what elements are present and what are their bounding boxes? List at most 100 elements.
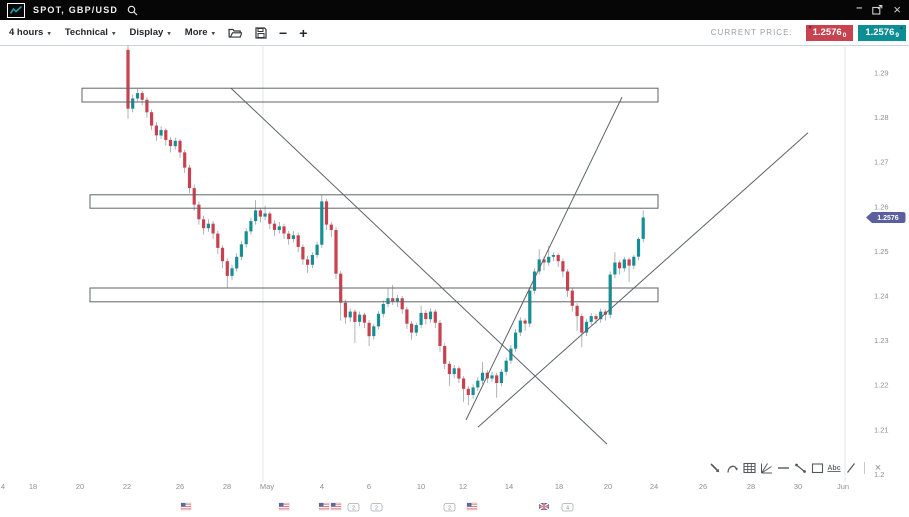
- draw-curve-button[interactable]: [725, 460, 739, 476]
- uk-flag-icon[interactable]: [538, 502, 550, 511]
- draw-rectangle-button[interactable]: [810, 460, 824, 476]
- trendline[interactable]: [230, 87, 608, 445]
- display-dropdown[interactable]: Display ▾: [129, 27, 170, 38]
- draw-grid-button[interactable]: [742, 460, 756, 476]
- candlestick: [291, 235, 295, 239]
- window-title: SPOT, GBP/USD: [33, 5, 119, 15]
- ask-price-badge[interactable]: 1.2576 9 ▲: [858, 24, 906, 41]
- draw-pen-button[interactable]: [708, 460, 722, 476]
- draw-line-button[interactable]: [844, 460, 858, 476]
- bid-price-pip: 0: [842, 31, 847, 39]
- candlestick: [622, 259, 626, 269]
- candlestick: [183, 152, 187, 168]
- candlestick: [518, 320, 522, 333]
- candlestick: [135, 93, 140, 99]
- candlestick: [405, 309, 409, 324]
- y-axis-label: 1.2: [874, 470, 884, 479]
- candlestick: [187, 167, 192, 189]
- svg-text:2: 2: [352, 506, 355, 512]
- candlestick: [532, 271, 537, 291]
- candlestick: [164, 130, 168, 140]
- calendar-icon[interactable]: 2: [443, 503, 456, 512]
- us-flag-icon[interactable]: [278, 502, 290, 511]
- candlestick: [641, 217, 645, 239]
- window-controls: – ×: [856, 3, 901, 17]
- candlestick: [528, 290, 532, 324]
- candlestick: [358, 314, 362, 322]
- candlestick: [376, 313, 381, 327]
- zoom-in-button[interactable]: +: [299, 26, 307, 40]
- candlestick: [150, 112, 154, 126]
- us-flag-icon[interactable]: [180, 502, 192, 511]
- bid-price-badge[interactable]: ▼ 1.2576 0: [805, 24, 854, 41]
- candlestick: [400, 298, 404, 310]
- draw-trendline-button[interactable]: [793, 460, 807, 476]
- more-label: More: [184, 27, 208, 38]
- candlestick: [206, 223, 210, 229]
- technical-dropdown[interactable]: Technical ▾: [65, 27, 116, 38]
- popout-icon: [872, 5, 883, 15]
- us-flag-icon[interactable]: [318, 502, 330, 511]
- trendline[interactable]: [477, 132, 809, 428]
- candlestick: [570, 290, 574, 306]
- candlestick: [584, 321, 589, 333]
- calendar-icon[interactable]: 2: [370, 503, 383, 512]
- calendar-icon[interactable]: 2: [347, 503, 360, 512]
- zone-box[interactable]: [89, 287, 659, 303]
- candlestick: [471, 387, 475, 395]
- x-axis-label: 14: [505, 482, 513, 491]
- candlestick: [230, 268, 234, 276]
- draw-text-button[interactable]: Abc: [827, 460, 841, 476]
- draw-fan-button[interactable]: [759, 460, 773, 476]
- candlestick: [239, 244, 243, 257]
- zoom-out-button[interactable]: −: [279, 26, 287, 40]
- x-axis-label: 24: [650, 482, 658, 491]
- diagonal-line-icon: [847, 463, 855, 473]
- candlestick: [249, 221, 253, 232]
- candlestick: [424, 312, 428, 320]
- price-tag: 1.2576: [866, 212, 906, 223]
- search-button[interactable]: [127, 5, 138, 16]
- price-chart-canvas[interactable]: 1.291.281.271.261.251.241.231.221.211.24…: [0, 45, 909, 517]
- chevron-down-icon: ▾: [167, 30, 171, 37]
- candlestick: [466, 388, 470, 395]
- popout-button[interactable]: [872, 5, 883, 15]
- candlestick: [580, 316, 584, 333]
- close-button[interactable]: ×: [893, 3, 901, 16]
- candlestick: [126, 49, 130, 109]
- chevron-down-icon: ▾: [47, 30, 51, 37]
- trendline[interactable]: [465, 96, 623, 421]
- open-chart-button[interactable]: [228, 27, 242, 38]
- candlestick: [537, 259, 541, 272]
- candlestick: [315, 244, 319, 255]
- candlestick: [173, 140, 177, 147]
- x-axis-label: 4: [320, 482, 324, 491]
- candlestick: [362, 314, 366, 323]
- zone-box[interactable]: [89, 194, 659, 209]
- candlestick: [566, 271, 570, 291]
- save-chart-button[interactable]: [255, 26, 267, 39]
- draw-hline-button[interactable]: [776, 460, 790, 476]
- candlestick: [258, 210, 262, 217]
- chart-toolbar: 4 hours ▾ Technical ▾ Display ▾ More ▾: [0, 20, 909, 46]
- zone-box[interactable]: [81, 87, 659, 103]
- candlestick: [613, 262, 617, 275]
- more-dropdown[interactable]: More ▾: [185, 27, 215, 38]
- y-axis-label: 1.25: [874, 247, 889, 256]
- minimize-button[interactable]: –: [856, 3, 862, 15]
- x-axis-label: 4: [1, 482, 5, 491]
- candlestick: [636, 238, 641, 257]
- candlestick: [410, 323, 414, 333]
- y-axis-label: 1.23: [874, 336, 889, 345]
- timeframe-dropdown[interactable]: 4 hours ▾: [9, 27, 51, 38]
- drawing-toolbar-close-button[interactable]: ×: [871, 460, 885, 476]
- y-axis-label: 1.22: [874, 381, 889, 390]
- candlestick: [627, 259, 631, 266]
- y-axis-label: 1.24: [874, 292, 889, 301]
- candlestick: [154, 125, 158, 136]
- display-label: Display: [129, 27, 164, 38]
- calendar-icon[interactable]: 4: [561, 503, 574, 512]
- us-flag-icon[interactable]: [466, 502, 478, 511]
- us-flag-icon[interactable]: [330, 502, 342, 511]
